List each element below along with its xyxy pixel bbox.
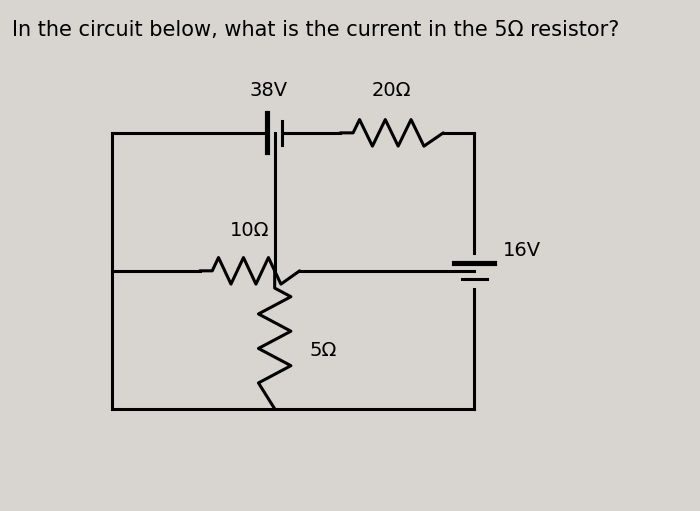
Text: 38V: 38V — [249, 81, 288, 100]
Text: 10Ω: 10Ω — [230, 221, 270, 240]
Text: In the circuit below, what is the current in the 5Ω resistor?: In the circuit below, what is the curren… — [13, 20, 620, 40]
Text: 20Ω: 20Ω — [372, 81, 412, 100]
Text: 16V: 16V — [503, 241, 540, 260]
Text: 5Ω: 5Ω — [309, 340, 337, 360]
